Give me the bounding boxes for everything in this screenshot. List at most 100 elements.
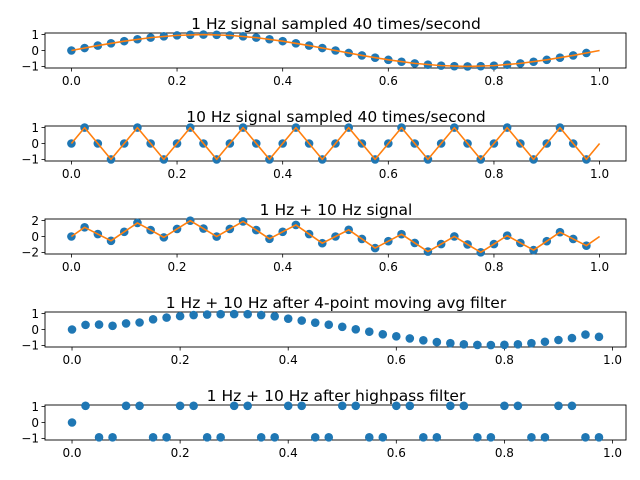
y-tick-label: −1 — [21, 60, 39, 74]
sample-point — [351, 401, 361, 411]
subplot-1: 1 Hz signal sampled 40 times/second 0.0 0… — [21, 15, 627, 88]
x-tick-label: 1.0 — [603, 353, 622, 367]
sample-point — [162, 432, 171, 442]
sample-point — [581, 432, 590, 442]
sample-point — [378, 329, 388, 339]
sample-point — [94, 432, 104, 442]
sample-point — [446, 401, 455, 411]
sample-point — [202, 310, 212, 319]
sample-point — [364, 432, 374, 442]
x-tick-label: 0.6 — [379, 260, 398, 274]
x-tick-label: 0.8 — [495, 446, 514, 460]
sample-point — [175, 401, 185, 411]
sample-point — [337, 401, 347, 411]
axes-frame — [44, 311, 627, 348]
y-tick-label: 1 — [31, 28, 39, 42]
sample-point — [243, 309, 252, 319]
sample-point — [283, 314, 293, 323]
x-tick-label: 0.6 — [379, 167, 398, 181]
sample-point — [419, 432, 428, 442]
x-tick-label: 0.2 — [171, 353, 190, 367]
sample-point — [554, 401, 563, 411]
sample-point — [283, 401, 293, 411]
x-tick-label: 0.0 — [62, 74, 81, 88]
sample-point — [216, 309, 225, 319]
sample-point — [432, 337, 442, 347]
sample-point — [500, 401, 509, 411]
sample-point — [189, 401, 198, 411]
sample-point — [513, 401, 523, 411]
sample-point — [310, 432, 320, 442]
sample-point — [256, 310, 266, 320]
sample-point — [297, 401, 307, 411]
subplot-4: 1 Hz + 10 Hz after 4-point moving avg fi… — [21, 294, 627, 367]
sample-point — [175, 311, 185, 321]
sample-point — [473, 340, 482, 350]
x-tick-label: 0.8 — [495, 353, 514, 367]
sample-point — [202, 432, 212, 442]
y-tick-label: −2 — [21, 246, 39, 260]
sample-point — [527, 432, 536, 442]
x-tick-label: 0.0 — [62, 446, 81, 460]
sample-point — [567, 401, 577, 411]
y-tick-label: 1 — [31, 307, 39, 321]
sample-point — [216, 432, 225, 442]
sample-point — [594, 332, 604, 342]
y-tick-label: 1 — [31, 121, 39, 135]
sample-point — [67, 325, 77, 334]
sample-point — [297, 316, 307, 325]
x-tick-label: 1.0 — [590, 260, 609, 274]
sample-point — [135, 318, 144, 327]
sample-point — [405, 401, 415, 411]
x-tick-label: 1.0 — [590, 74, 609, 88]
x-tick-label: 0.8 — [484, 260, 503, 274]
sample-point — [513, 339, 523, 349]
x-tick-label: 0.8 — [484, 167, 503, 181]
x-tick-label: 0.0 — [62, 353, 81, 367]
sample-point — [486, 340, 496, 350]
x-tick-label: 0.6 — [387, 446, 406, 460]
sample-point — [324, 432, 334, 442]
sample-point — [270, 432, 279, 442]
sample-point — [229, 401, 239, 411]
sample-point — [378, 432, 388, 442]
sample-point — [324, 320, 334, 330]
y-tick-label: −1 — [21, 432, 39, 446]
sample-point — [337, 322, 347, 332]
y-tick-label: 0 — [31, 416, 39, 430]
x-tick-label: 0.4 — [273, 167, 292, 181]
sample-point — [148, 432, 158, 442]
sample-point — [459, 339, 469, 349]
sample-point — [351, 325, 361, 334]
subplot-5-title: 1 Hz + 10 Hz after highpass filter — [207, 387, 466, 405]
y-tick-label: −1 — [21, 339, 39, 353]
y-tick-label: 0 — [31, 44, 39, 58]
sample-point — [540, 337, 550, 347]
sample-point — [310, 318, 320, 327]
sample-point — [486, 432, 496, 442]
sample-point — [81, 320, 90, 330]
sample-point — [81, 401, 90, 411]
sample-point — [162, 313, 171, 322]
subplot-2-title: 10 Hz signal sampled 40 times/second — [186, 108, 486, 126]
sample-point — [432, 432, 442, 442]
sample-point — [135, 401, 144, 411]
x-tick-label: 0.2 — [171, 446, 190, 460]
sample-point — [527, 338, 536, 348]
sample-point — [364, 327, 374, 337]
sample-point — [446, 338, 455, 348]
sample-point — [108, 321, 117, 331]
x-tick-label: 0.4 — [279, 353, 298, 367]
sample-point — [581, 330, 590, 339]
sample-point — [67, 46, 76, 55]
signal-line — [71, 33, 600, 68]
subplot-5: 1 Hz + 10 Hz after highpass filter 0.0 0.… — [21, 387, 627, 460]
x-tick-label: 0.4 — [279, 446, 298, 460]
sample-point — [121, 319, 131, 328]
x-tick-label: 0.2 — [167, 167, 186, 181]
sample-point — [121, 401, 131, 411]
sample-point — [229, 309, 239, 319]
signal-line — [70, 219, 601, 254]
sample-point — [243, 401, 252, 411]
sample-point — [270, 311, 279, 321]
